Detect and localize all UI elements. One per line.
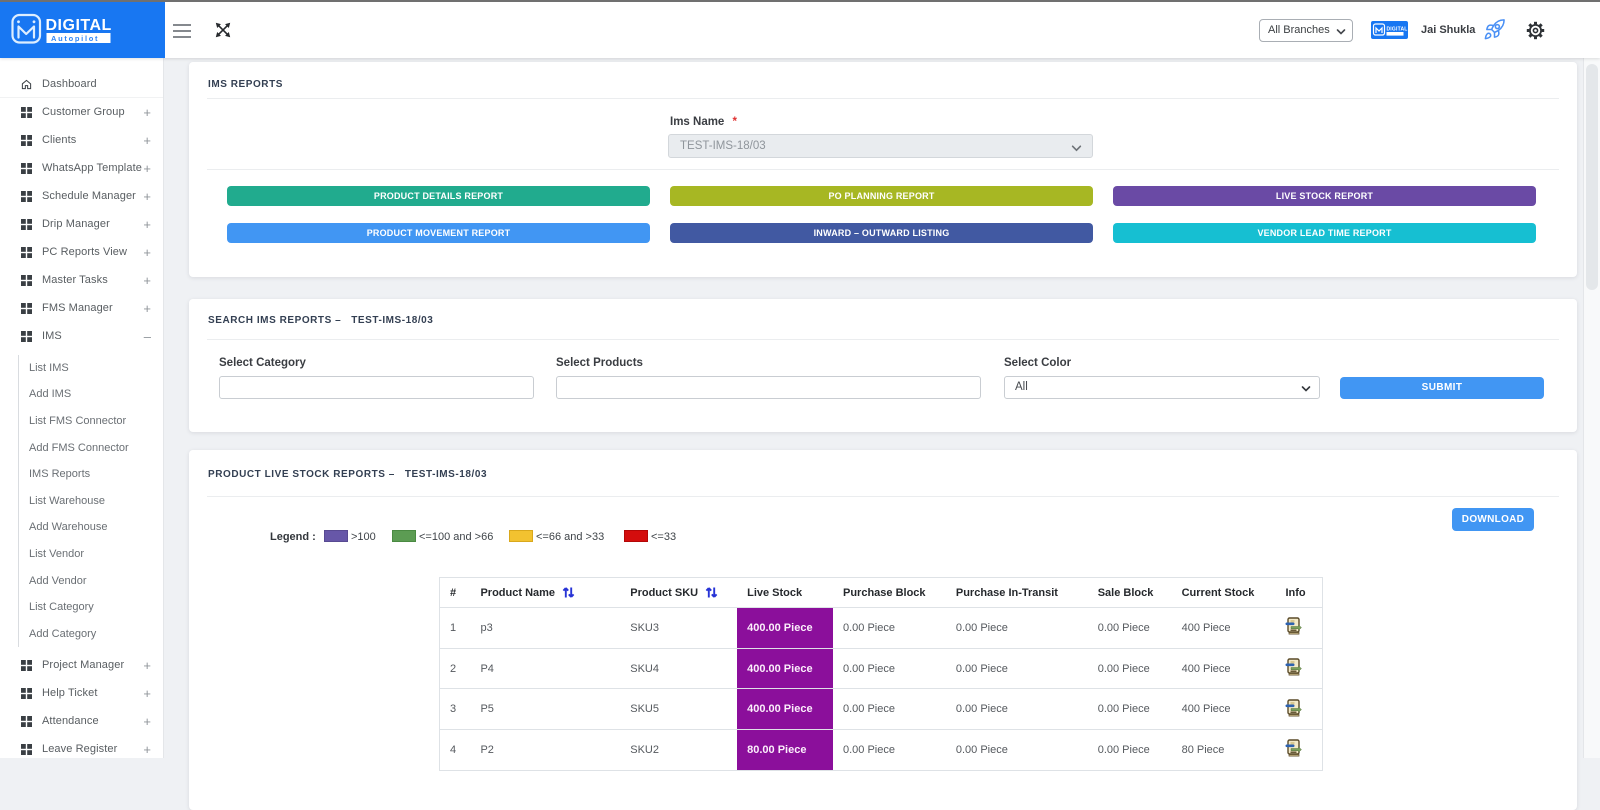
svg-text:DIGITAL: DIGITAL <box>46 17 112 34</box>
svg-text:DIGITAL: DIGITAL <box>1387 27 1408 33</box>
svg-text:Autopilot: Autopilot <box>51 34 99 43</box>
